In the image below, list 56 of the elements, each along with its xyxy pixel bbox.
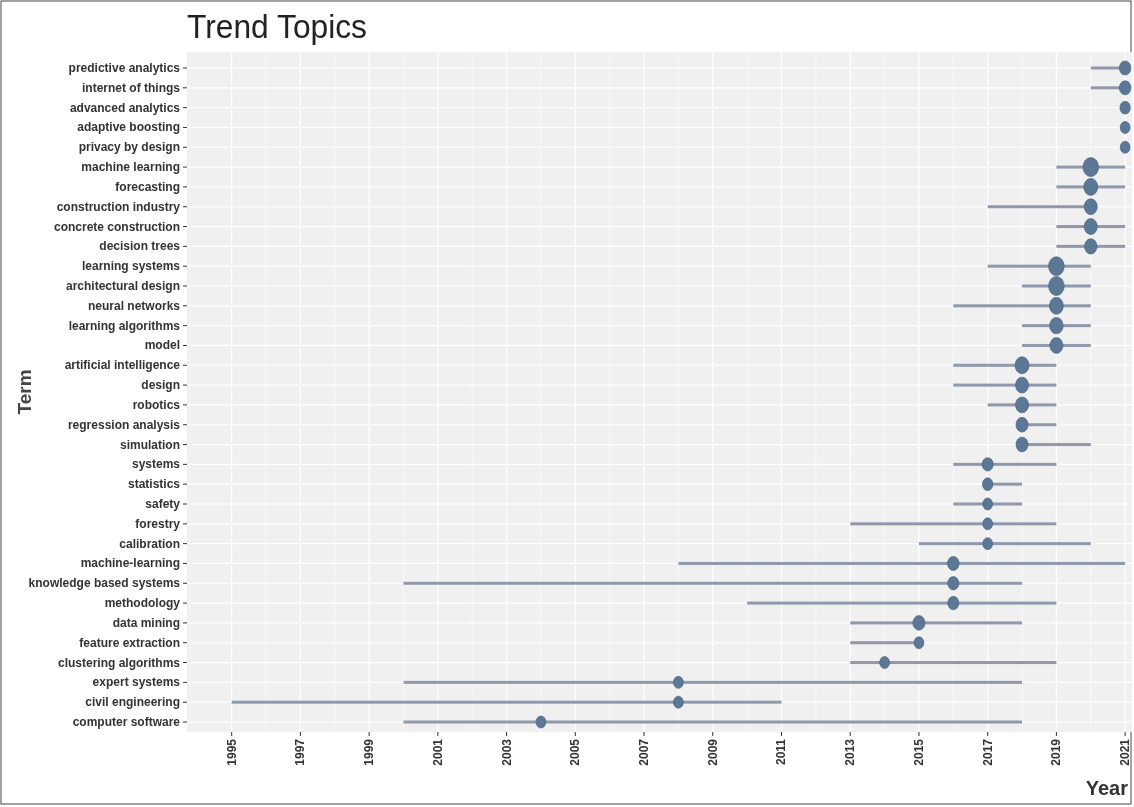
y-tick-label: architectural design: [65, 279, 180, 293]
y-tick-label: neural networks: [87, 298, 181, 313]
x-tick-label: 2009: [705, 738, 720, 766]
y-tick-label: feature extraction: [79, 635, 180, 650]
y-tick-label: expert systems: [92, 675, 181, 690]
y-tick-label: predictive analytics: [68, 61, 181, 75]
x-tick-label: 2011: [774, 738, 789, 766]
bar: [403, 581, 1023, 585]
y-tick-label: regression analysis: [67, 417, 181, 432]
y-tick-label: machine-learning: [80, 556, 180, 571]
x-axis-title: Year: [1085, 777, 1129, 799]
y-axis-title: Term: [14, 369, 35, 415]
y-tick-label: simulation: [119, 437, 180, 452]
x-tick-label: 1995: [224, 738, 239, 766]
y-tick-label: privacy by design: [78, 140, 180, 155]
x-tick-label: 1999: [362, 738, 377, 766]
bar: [953, 304, 1091, 308]
bar: [850, 621, 1023, 625]
y-tick-label: calibration: [119, 536, 180, 551]
y-tick-label: robotics: [132, 397, 181, 412]
y-tick-label: systems: [131, 457, 181, 472]
x-tick-label: 2015: [911, 738, 926, 766]
y-tick-label: safety: [145, 497, 181, 511]
y-tick-label: forecasting: [115, 179, 180, 194]
x-tick-label: 2019: [1049, 738, 1064, 766]
y-tick-label: computer software: [72, 715, 181, 729]
x-tick-label: 2021: [1118, 738, 1133, 766]
x-tick-label: 2013: [843, 738, 858, 766]
chart-title: Trend Topics: [187, 7, 380, 45]
y-tick-label: data mining: [112, 615, 180, 630]
y-tick-label: construction industry: [56, 199, 181, 214]
y-tick-label: forestry: [135, 516, 181, 531]
y-tick-label: machine learning: [81, 160, 180, 175]
y-tick-label: advanced analytics: [69, 100, 181, 115]
y-tick-label: civil engineering: [85, 695, 180, 710]
x-tick-label: 2005: [568, 738, 583, 766]
y-tick-label: model: [144, 338, 180, 353]
x-tick-label: 2017: [980, 738, 995, 766]
y-tick-label: methodology: [104, 596, 181, 611]
x-tick-label: 2007: [637, 738, 652, 766]
y-tick-label: clustering algorithms: [57, 655, 181, 670]
y-tick-label: artificial intelligence: [64, 358, 181, 373]
bar: [678, 561, 1126, 565]
y-tick-label: concrete construction: [53, 219, 180, 234]
y-tick-label: design: [141, 378, 180, 393]
x-tick-label: 1997: [293, 738, 308, 766]
y-tick-label: statistics: [127, 477, 181, 492]
y-tick-label: decision trees: [99, 239, 181, 254]
y-tick-label: knowledge based systems: [28, 576, 181, 591]
x-tick-label: 2001: [430, 738, 445, 766]
bar: [747, 601, 1057, 605]
y-tick-label: learning algorithms: [68, 318, 181, 333]
y-tick-label: learning systems: [81, 259, 181, 274]
y-tick-label: internet of things: [82, 80, 181, 95]
x-tick-label: 2003: [499, 738, 514, 766]
y-tick-label: adaptive boosting: [77, 120, 180, 135]
